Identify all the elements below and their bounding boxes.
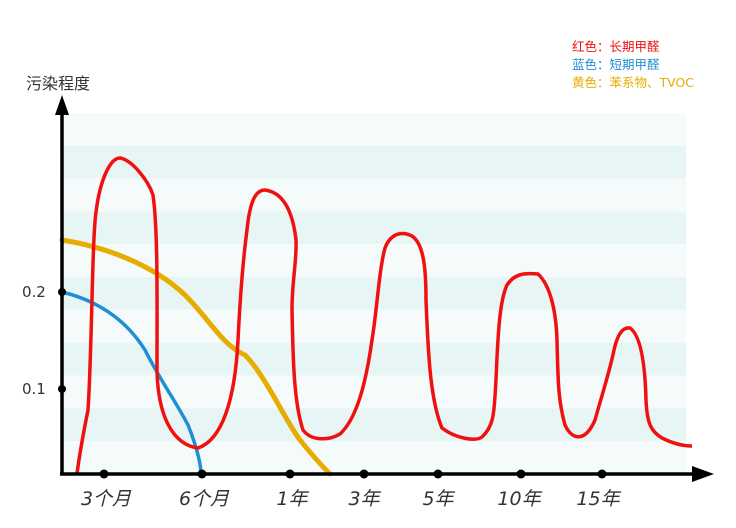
- yellow-curve-tvoc: [59, 237, 333, 477]
- y-axis-title: 污染程度: [26, 74, 91, 93]
- x-tick-label: 3年: [348, 488, 380, 510]
- legend-yellow: 黄色：苯系物、TVOC: [572, 75, 695, 90]
- legend: 红色：长期甲醛 蓝色：短期甲醛 黄色：苯系物、TVOC: [572, 38, 694, 92]
- x-tick-label: 3个月: [80, 488, 132, 510]
- x-tick-label: 15年: [576, 488, 620, 510]
- x-tick-dot: [359, 469, 369, 479]
- x-tick-dot: [197, 469, 207, 479]
- x-tick-label: 6个月: [178, 488, 230, 510]
- x-tick-dot: [516, 469, 526, 479]
- legend-blue: 蓝色：短期甲醛: [572, 57, 660, 72]
- background-band: [62, 375, 686, 409]
- x-tick-label: 10年: [497, 488, 541, 510]
- background-band: [62, 211, 686, 245]
- x-tick-label: 1年: [276, 488, 308, 510]
- y-tick-dot: [58, 288, 66, 296]
- y-tick-dot: [58, 385, 66, 393]
- x-tick-dot: [433, 469, 443, 479]
- background-band: [62, 342, 686, 376]
- x-tick-label: 5年: [422, 488, 454, 510]
- legend-red: 红色：长期甲醛: [572, 39, 660, 54]
- background-band: [62, 441, 686, 474]
- x-tick-dot: [597, 469, 607, 479]
- y-tick-label: 0.1: [22, 380, 46, 398]
- x-tick-dot: [99, 469, 109, 479]
- background-bands: [62, 113, 686, 474]
- y-tick-label: 0.2: [22, 283, 46, 301]
- background-band: [62, 244, 686, 277]
- x-tick-dot: [285, 469, 295, 479]
- background-band: [62, 145, 686, 179]
- background-band: [62, 178, 686, 212]
- background-band: [62, 113, 686, 146]
- x-axis-arrow: [692, 466, 714, 482]
- y-axis-arrow: [55, 95, 69, 115]
- red-curve-long-term: [75, 156, 693, 475]
